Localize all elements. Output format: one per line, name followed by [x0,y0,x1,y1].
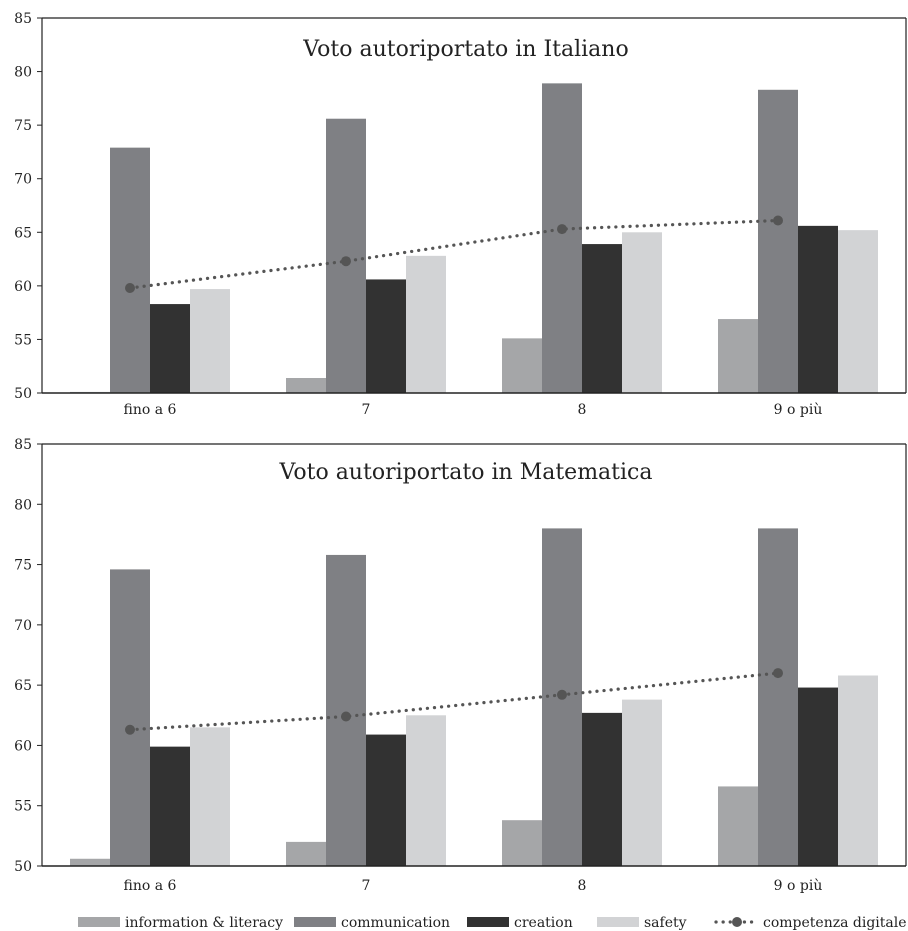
y-tick-label: 75 [14,118,32,134]
bar-information-literacy [718,786,758,866]
bar-information-literacy [286,378,326,393]
chart-title: Voto autoriportato in Italiano [302,37,628,62]
bar-communication [326,118,366,393]
y-tick-label: 55 [14,799,32,815]
bar-information-literacy [718,319,758,393]
chart-panel-2: 50 55 60 65 70 75 80 85 Voto autoriportato in Ma… [14,437,907,894]
bar-safety [190,727,230,866]
y-tick-label: 60 [14,738,32,754]
bar-creation [366,734,406,866]
line-point [341,711,351,722]
legend-swatch [78,917,120,927]
line-point [125,283,135,293]
legend: information & literacy communication creat… [78,915,907,931]
line-point [125,724,135,735]
bar-creation [798,225,838,393]
line-point [557,224,567,235]
x-tick-label: 7 [362,402,371,418]
bar-creation [798,687,838,866]
legend-swatch [597,917,639,927]
x-tick-label: 8 [578,402,587,418]
bar-information-literacy [502,820,542,866]
legend-item: communication [294,915,450,931]
legend-item: information & literacy [78,915,283,931]
legend-label: communication [341,915,450,931]
legend-label: creation [514,915,573,931]
x-tick-label: 8 [578,878,587,894]
y-tick-label: 80 [14,65,32,81]
legend-label: safety [644,915,687,931]
legend-item: competenza digitale [714,915,907,931]
bar-safety [406,255,446,393]
y-tick-label: 65 [14,225,32,241]
bar-safety [622,232,662,393]
bar-communication [542,83,582,393]
bar-creation [582,244,622,393]
bar-communication [326,554,366,866]
y-tick-label: 70 [14,172,32,188]
legend-item: safety [597,915,687,931]
x-tick-label: 9 o più [774,402,823,418]
y-tick-label: 50 [14,859,32,875]
bar-information-literacy [286,841,326,866]
line-point [557,689,567,700]
legend-swatch [467,917,509,927]
bar-creation [582,712,622,866]
y-tick-label: 85 [14,11,32,27]
chart-panel-1: 50 55 60 65 70 75 80 85 Voto autoriportato in It… [14,11,907,418]
bar-information-literacy [502,338,542,393]
bar-creation [366,279,406,393]
bar-safety [190,289,230,393]
chart-title: Voto autoriportato in Matematica [279,460,653,485]
y-tick-label: 75 [14,558,32,574]
y-tick-label: 50 [14,386,32,402]
bar-safety [406,715,446,866]
y-tick-label: 80 [14,497,32,513]
legend-marker [732,917,742,927]
bar-information-literacy [70,858,110,866]
x-tick-label: fino a 6 [124,878,177,894]
bar-creation [150,746,190,866]
bar-communication [110,147,150,393]
bar-safety [838,675,878,866]
bar-safety [622,699,662,866]
y-tick-label: 55 [14,332,32,348]
bar-safety [838,230,878,393]
bar-creation [150,304,190,393]
y-tick-label: 70 [14,618,32,634]
bar-communication [758,528,798,866]
bar-communication [758,89,798,394]
x-tick-label: 9 o più [774,878,823,894]
line-point [341,256,351,267]
legend-label: information & literacy [125,915,283,931]
y-tick-label: 60 [14,279,32,295]
line-competenza-digitale [128,671,780,732]
bar-communication [110,569,150,866]
y-tick-label: 85 [14,437,32,453]
y-tick-label: 65 [14,678,32,694]
legend-item: creation [467,915,573,931]
legend-swatch [294,917,336,927]
legend-label: competenza digitale [763,915,907,931]
x-tick-label: fino a 6 [124,402,177,418]
line-point [773,668,783,679]
line-competenza-digitale [128,218,780,290]
line-point [773,215,783,226]
x-tick-label: 7 [362,878,371,894]
